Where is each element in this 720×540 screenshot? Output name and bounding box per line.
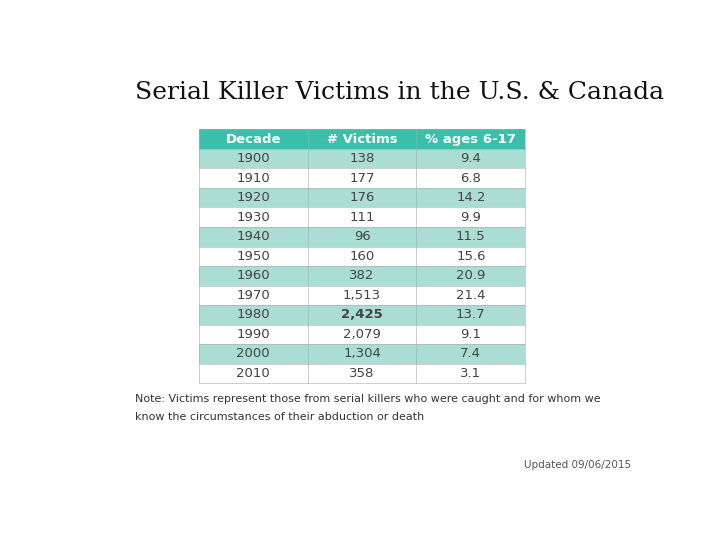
Bar — [199, 325, 307, 344]
Text: 3.1: 3.1 — [460, 367, 482, 380]
Text: 9.9: 9.9 — [460, 211, 481, 224]
Text: Serial Killer Victims in the U.S. & Canada: Serial Killer Victims in the U.S. & Cana… — [135, 82, 664, 104]
Bar — [307, 227, 416, 246]
Bar — [416, 227, 526, 246]
Bar — [199, 286, 307, 305]
Bar — [199, 246, 307, 266]
Text: 20.9: 20.9 — [456, 269, 485, 282]
Bar — [307, 305, 416, 325]
Text: Updated 09/06/2015: Updated 09/06/2015 — [524, 460, 631, 470]
Bar — [416, 325, 526, 344]
Text: 138: 138 — [349, 152, 374, 165]
Text: 1940: 1940 — [236, 230, 270, 243]
Text: 1980: 1980 — [236, 308, 270, 321]
Bar — [416, 246, 526, 266]
Text: 177: 177 — [349, 172, 375, 185]
Bar — [199, 149, 307, 168]
Bar — [199, 344, 307, 364]
Text: 14.2: 14.2 — [456, 191, 485, 204]
Text: 382: 382 — [349, 269, 374, 282]
Bar — [416, 266, 526, 286]
Bar — [307, 266, 416, 286]
Text: 1,513: 1,513 — [343, 289, 381, 302]
Text: 111: 111 — [349, 211, 375, 224]
Text: 1970: 1970 — [236, 289, 270, 302]
Text: 1930: 1930 — [236, 211, 270, 224]
Text: 1920: 1920 — [236, 191, 270, 204]
Bar — [416, 305, 526, 325]
Text: 9.1: 9.1 — [460, 328, 482, 341]
Text: 7.4: 7.4 — [460, 347, 482, 361]
Text: 96: 96 — [354, 230, 370, 243]
Text: 1910: 1910 — [236, 172, 270, 185]
Text: 358: 358 — [349, 367, 374, 380]
Bar — [416, 364, 526, 383]
Text: 1,304: 1,304 — [343, 347, 381, 361]
Text: know the circumstances of their abduction or death: know the circumstances of their abductio… — [135, 413, 424, 422]
Text: 1990: 1990 — [236, 328, 270, 341]
Bar — [307, 207, 416, 227]
Text: Note: Victims represent those from serial killers who were caught and for whom w: Note: Victims represent those from seria… — [135, 394, 600, 404]
Text: 2000: 2000 — [236, 347, 270, 361]
Text: # Victims: # Victims — [327, 132, 397, 145]
Text: 176: 176 — [349, 191, 374, 204]
Bar — [307, 364, 416, 383]
Text: 6.8: 6.8 — [460, 172, 481, 185]
Bar — [199, 305, 307, 325]
Bar — [199, 266, 307, 286]
Bar — [307, 168, 416, 188]
Text: 9.4: 9.4 — [460, 152, 481, 165]
Text: 21.4: 21.4 — [456, 289, 485, 302]
Bar — [199, 227, 307, 246]
Bar — [416, 344, 526, 364]
Bar — [416, 188, 526, 207]
Bar — [307, 286, 416, 305]
Text: 13.7: 13.7 — [456, 308, 486, 321]
Text: 2010: 2010 — [236, 367, 270, 380]
Bar — [199, 188, 307, 207]
Bar — [307, 325, 416, 344]
Bar — [307, 344, 416, 364]
Bar — [416, 129, 526, 149]
Text: 160: 160 — [349, 250, 374, 263]
Text: 11.5: 11.5 — [456, 230, 486, 243]
Bar — [307, 188, 416, 207]
Bar — [307, 246, 416, 266]
Text: 15.6: 15.6 — [456, 250, 485, 263]
Text: 2,079: 2,079 — [343, 328, 381, 341]
Bar — [307, 129, 416, 149]
Bar — [416, 168, 526, 188]
Text: 1960: 1960 — [236, 269, 270, 282]
Bar — [416, 207, 526, 227]
Bar — [199, 207, 307, 227]
Bar — [307, 149, 416, 168]
Text: % ages 6-17: % ages 6-17 — [426, 132, 516, 145]
Text: Decade: Decade — [225, 132, 281, 145]
Bar — [199, 364, 307, 383]
Bar — [416, 149, 526, 168]
Bar — [199, 168, 307, 188]
Text: 1900: 1900 — [236, 152, 270, 165]
Text: 1950: 1950 — [236, 250, 270, 263]
Bar — [199, 129, 307, 149]
Text: 2,425: 2,425 — [341, 308, 383, 321]
Bar — [416, 286, 526, 305]
